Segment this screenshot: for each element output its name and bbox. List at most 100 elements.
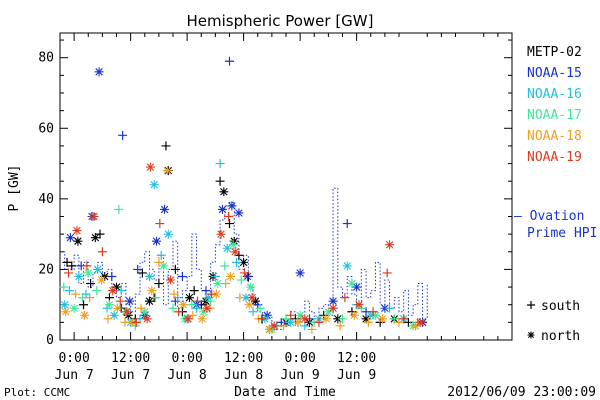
north-marker	[225, 271, 235, 281]
north-marker	[216, 229, 226, 239]
north-marker	[203, 293, 213, 303]
south-marker	[136, 303, 146, 313]
north-marker	[65, 233, 75, 243]
south-marker	[120, 317, 130, 327]
south-marker	[79, 300, 89, 310]
north-marker	[149, 180, 159, 190]
ovation-hpi-path	[60, 187, 428, 330]
north-marker	[145, 162, 155, 172]
x-tick-time: 0:00	[58, 351, 89, 366]
south-marker	[236, 275, 246, 285]
south-marker	[161, 141, 171, 151]
north-marker	[410, 321, 420, 331]
north-marker	[112, 303, 122, 313]
north-marker	[72, 226, 82, 236]
x-tick-date: Jun 7	[111, 368, 150, 383]
north-marker	[183, 314, 193, 324]
south-marker	[169, 289, 179, 299]
legend-item: NOAA-15	[527, 66, 582, 81]
south-marker	[189, 286, 199, 296]
north-marker	[122, 307, 132, 317]
north-marker	[61, 307, 71, 317]
north-marker	[104, 300, 114, 310]
north-marker	[211, 289, 221, 299]
y-tick-labels: 0 20 40 60 80	[38, 51, 54, 348]
north-marker	[202, 303, 212, 313]
north-marker	[73, 236, 83, 246]
south-marker	[235, 293, 245, 303]
north-marker	[229, 236, 239, 246]
north-marker	[241, 293, 251, 303]
y-tick-label: 80	[38, 51, 54, 66]
south-marker	[368, 307, 378, 317]
south-marker	[248, 307, 258, 317]
x-tick-time: 12:00	[337, 351, 376, 366]
south-marker	[168, 303, 178, 313]
y-axis-label: P [GW]	[7, 165, 22, 212]
north-marker	[112, 282, 121, 292]
south-marker	[71, 289, 81, 299]
north-marker	[219, 187, 229, 197]
north-marker	[246, 282, 256, 292]
south-marker	[385, 303, 395, 313]
south-marker	[335, 321, 345, 331]
north-marker	[366, 310, 376, 320]
south-marker	[225, 56, 234, 66]
north-marker	[349, 310, 359, 320]
legend-item: NOAA-16	[527, 87, 582, 102]
north-marker	[197, 314, 207, 324]
x-tick-time: 12:00	[111, 351, 150, 366]
south-marker	[170, 264, 180, 274]
legend-north-label: north	[541, 329, 580, 344]
south-marker	[59, 282, 69, 292]
north-marker	[352, 282, 362, 292]
north-marker	[140, 307, 150, 317]
south-marker	[255, 303, 265, 313]
y-tick-label: 40	[38, 192, 54, 207]
x-tick-date: Jun 7	[55, 368, 94, 383]
y-tick-label: 60	[38, 121, 54, 136]
south-marker	[221, 279, 231, 289]
north-marker	[100, 271, 110, 281]
south-marker	[97, 247, 107, 257]
south-marker	[225, 219, 234, 229]
south-marker	[192, 296, 202, 306]
north-marker	[269, 321, 279, 331]
north-marker	[295, 310, 305, 320]
south-marker	[206, 296, 216, 306]
legend-item: METP-02	[527, 45, 582, 60]
north-marker	[234, 208, 244, 218]
south-marker	[133, 264, 143, 274]
south-marker	[103, 314, 113, 324]
south-marker	[64, 286, 74, 296]
south-marker	[527, 301, 535, 309]
north-marker	[74, 271, 84, 281]
north-marker	[354, 300, 364, 310]
north-marker	[370, 310, 380, 320]
chart-title: Hemispheric Power [GW]	[187, 12, 374, 30]
north-marker	[123, 310, 133, 320]
legend-ovation-label: – Ovation	[514, 209, 584, 224]
y-tick-label: 0	[46, 333, 54, 348]
footer-timestamp: 2012/06/09 23:00:09	[447, 385, 596, 400]
north-marker	[199, 307, 209, 317]
north-marker	[142, 314, 152, 324]
north-marker	[527, 331, 535, 339]
x-tick-time: 0:00	[171, 351, 202, 366]
north-marker	[108, 286, 118, 296]
south-marker	[281, 314, 291, 324]
south-marker	[62, 257, 72, 267]
north-marker	[93, 264, 103, 274]
south-marker	[154, 279, 164, 289]
south-marker	[115, 296, 125, 306]
north-marker	[300, 314, 310, 324]
x-axis-label: Date and Time	[234, 385, 336, 400]
north-marker	[328, 303, 338, 313]
south-marker	[67, 261, 77, 271]
north-marker	[262, 310, 272, 320]
north-marker	[286, 317, 296, 327]
north-marker	[295, 268, 305, 278]
north-marker	[94, 67, 104, 77]
north-marker	[244, 300, 254, 310]
